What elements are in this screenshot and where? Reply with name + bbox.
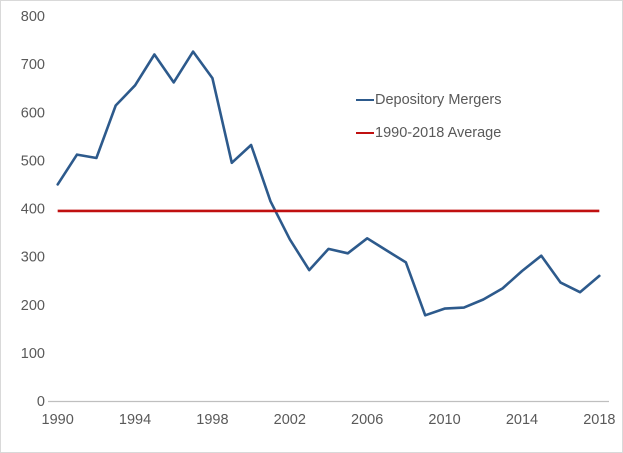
y-axis-tick-label: 200	[21, 298, 45, 314]
legend-item-depository-mergers: Depository Mergers	[356, 91, 502, 109]
x-axis-tick-label: 1998	[196, 412, 228, 428]
y-axis-tick-label: 100	[21, 346, 45, 362]
x-axis-tick-label: 2018	[583, 412, 615, 428]
y-axis-tick-label: 600	[21, 105, 45, 121]
y-axis-tick-label: 800	[21, 9, 45, 25]
x-axis-tick-label: 1994	[119, 412, 151, 428]
y-axis-tick-label: 300	[21, 250, 45, 266]
legend-item-average: 1990-2018 Average	[356, 124, 502, 142]
y-axis-tick-label: 700	[21, 57, 45, 73]
chart-legend: Depository Mergers 1990-2018 Average	[356, 91, 502, 157]
legend-label-average: 1990-2018 Average	[375, 125, 502, 141]
blue-line-swatch-icon	[356, 98, 374, 102]
x-axis-tick-label: 2002	[274, 412, 306, 428]
y-axis-tick-label: 400	[21, 202, 45, 218]
x-axis-tick-label: 2014	[506, 412, 538, 428]
red-line-swatch-icon	[356, 131, 374, 135]
y-axis-tick-label: 500	[21, 153, 45, 169]
depository-mergers-line	[56, 50, 601, 317]
x-axis-tick-label: 2010	[428, 412, 460, 428]
x-axis-tick-label: 2006	[351, 412, 383, 428]
x-axis-tick-label: 1990	[42, 412, 74, 428]
y-axis-tick-label: 0	[37, 394, 45, 410]
legend-label-depository-mergers: Depository Mergers	[375, 92, 502, 108]
